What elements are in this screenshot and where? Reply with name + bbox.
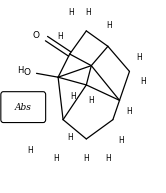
Text: H: H: [70, 92, 76, 101]
Text: H: H: [140, 77, 146, 85]
Text: H: H: [67, 133, 73, 141]
Text: H: H: [27, 146, 33, 155]
Text: Abs: Abs: [15, 103, 32, 112]
Text: H: H: [57, 32, 63, 41]
Text: H: H: [137, 53, 142, 62]
Text: H: H: [54, 154, 59, 163]
FancyBboxPatch shape: [1, 92, 46, 123]
Text: H: H: [127, 108, 132, 116]
Text: H: H: [69, 8, 74, 17]
Text: H: H: [85, 8, 91, 17]
Text: O: O: [32, 31, 39, 40]
Text: H: H: [107, 21, 112, 30]
Text: H: H: [88, 96, 94, 105]
Text: H: H: [105, 154, 111, 163]
Text: H: H: [118, 136, 124, 145]
Text: H: H: [83, 154, 89, 163]
Text: H: H: [17, 66, 23, 75]
Text: O: O: [24, 68, 31, 77]
